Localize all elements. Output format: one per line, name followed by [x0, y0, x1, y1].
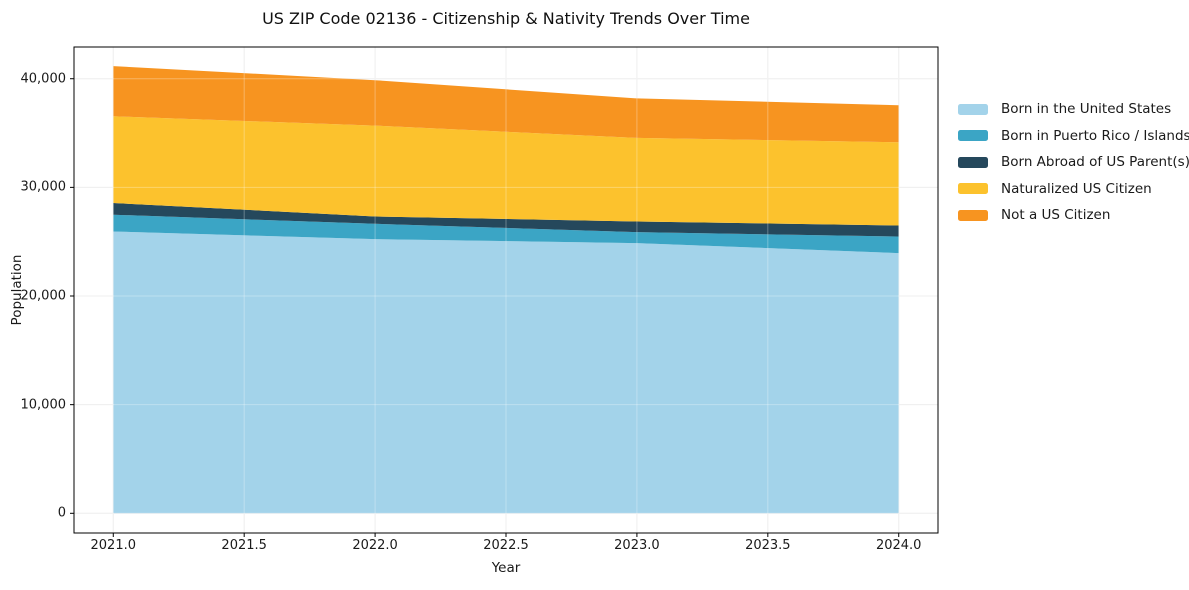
legend-item-born-in-the-united-states: Born in the United States	[958, 101, 1189, 117]
plot-frame	[73, 46, 939, 534]
y-tick-label: 40,000	[20, 71, 67, 87]
legend-item-not-a-us-citizen: Not a US Citizen	[958, 207, 1189, 223]
y-tick-label: 30,000	[20, 179, 67, 195]
area-born-abroad-of-us-parent-s	[113, 203, 899, 237]
x-tick-label: 2021.5	[221, 538, 267, 553]
legend-item-born-in-puerto-rico-islands: Born in Puerto Rico / Islands	[958, 128, 1189, 144]
legend-swatch	[958, 156, 988, 168]
x-tick-label: 2022.5	[483, 538, 529, 553]
legend: Born in the United States Born in Puerto …	[958, 101, 1189, 223]
legend-label: Born in the United States	[1001, 101, 1172, 117]
legend-swatch	[958, 103, 988, 115]
y-tick-label: 20,000	[20, 288, 67, 304]
chart-title: US ZIP Code 02136 - Citizenship & Nativi…	[262, 9, 750, 28]
legend-label: Naturalized US Citizen	[1001, 180, 1152, 197]
x-tick-label: 2024.0	[875, 538, 922, 553]
area-born-in-the-united-states	[113, 231, 899, 514]
x-tick-label: 2023.0	[614, 538, 660, 553]
x-tick-label: 2021.0	[90, 538, 137, 553]
y-tick-label: 0	[57, 505, 66, 521]
x-tick-label: 2023.5	[745, 538, 791, 553]
legend-swatch	[958, 183, 988, 194]
area-born-in-puerto-rico-islands	[113, 214, 899, 254]
area-not-a-us-citizen	[113, 66, 899, 143]
x-axis-label: Year	[491, 560, 521, 576]
area-naturalized-us-citizen	[113, 116, 899, 226]
legend-swatch	[958, 130, 988, 141]
legend-label: Born Abroad of US Parent(s)	[1001, 154, 1189, 170]
legend-swatch	[958, 209, 988, 221]
y-tick-label: 10,000	[20, 397, 67, 413]
legend-label: Not a US Citizen	[1001, 207, 1111, 223]
legend-item-born-abroad-of-us-parent-s: Born Abroad of US Parent(s)	[958, 154, 1189, 170]
x-tick-label: 2022.0	[352, 538, 398, 553]
legend-item-naturalized-us-citizen: Naturalized US Citizen	[958, 181, 1189, 197]
legend-label: Born in Puerto Rico / Islands	[1001, 127, 1189, 144]
